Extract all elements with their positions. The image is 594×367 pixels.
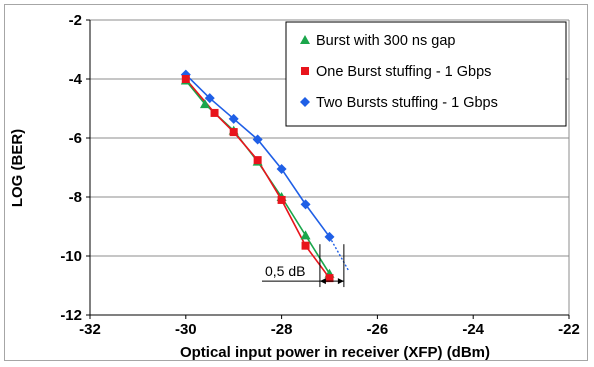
y-tick-label: -12 <box>60 307 82 324</box>
x-tick-label: -30 <box>175 321 197 338</box>
data-point-1 <box>301 241 310 250</box>
y-tick-label: -10 <box>60 248 82 265</box>
x-tick-label: -26 <box>367 321 389 338</box>
y-axis-title: LOG (BER) <box>9 129 26 207</box>
x-tick-label: -28 <box>271 321 293 338</box>
legend-marker-2 <box>300 97 310 107</box>
data-point-1 <box>210 108 219 117</box>
legend-label-0: Burst with 300 ns gap <box>316 33 455 49</box>
annotation-layer: 0,5 dB <box>262 244 345 288</box>
data-point-0 <box>199 99 210 109</box>
y-tick-label: -8 <box>69 189 82 206</box>
annotation-arrowhead-left <box>319 278 326 285</box>
x-tick-label: -32 <box>79 321 101 338</box>
annotation-label: 0,5 dB <box>265 263 305 279</box>
x-axis-title: Optical input power in receiver (XFP) (d… <box>180 344 490 361</box>
data-point-2 <box>300 199 311 210</box>
y-tick-label: -6 <box>69 130 82 147</box>
data-point-1 <box>229 128 238 137</box>
y-tick-label: -2 <box>69 12 82 29</box>
legend-label-2: Two Bursts stuffing - 1 Gbps <box>316 95 498 111</box>
x-tick-label: -22 <box>558 321 580 338</box>
data-point-1 <box>253 156 262 165</box>
label-layer: Optical input power in receiver (XFP) (d… <box>9 129 490 361</box>
legend-marker-1 <box>301 67 309 75</box>
legend-marker-0 <box>300 35 310 44</box>
legend: Burst with 300 ns gap One Burst stuffing … <box>285 21 567 127</box>
data-point-2 <box>324 231 335 242</box>
axis-layer: -2 -4 -6 -8 -10 -12-32 -30 -28 -26 -24 -22 <box>60 12 580 338</box>
x-tick-label: -24 <box>462 321 484 338</box>
data-point-1 <box>325 274 334 283</box>
annotation-arrowhead-right <box>337 278 344 285</box>
extrapolation-line <box>328 236 350 272</box>
legend-box <box>285 21 567 127</box>
data-point-2 <box>252 134 263 145</box>
data-point-2 <box>204 93 215 104</box>
legend-label-1: One Burst stuffing - 1 Gbps <box>316 64 491 80</box>
data-point-2 <box>276 163 287 174</box>
data-point-2 <box>228 113 239 124</box>
y-tick-label: -4 <box>69 71 83 88</box>
data-point-1 <box>277 195 286 204</box>
series-layer <box>180 69 350 283</box>
data-point-0 <box>300 230 311 240</box>
data-point-1 <box>181 75 190 83</box>
